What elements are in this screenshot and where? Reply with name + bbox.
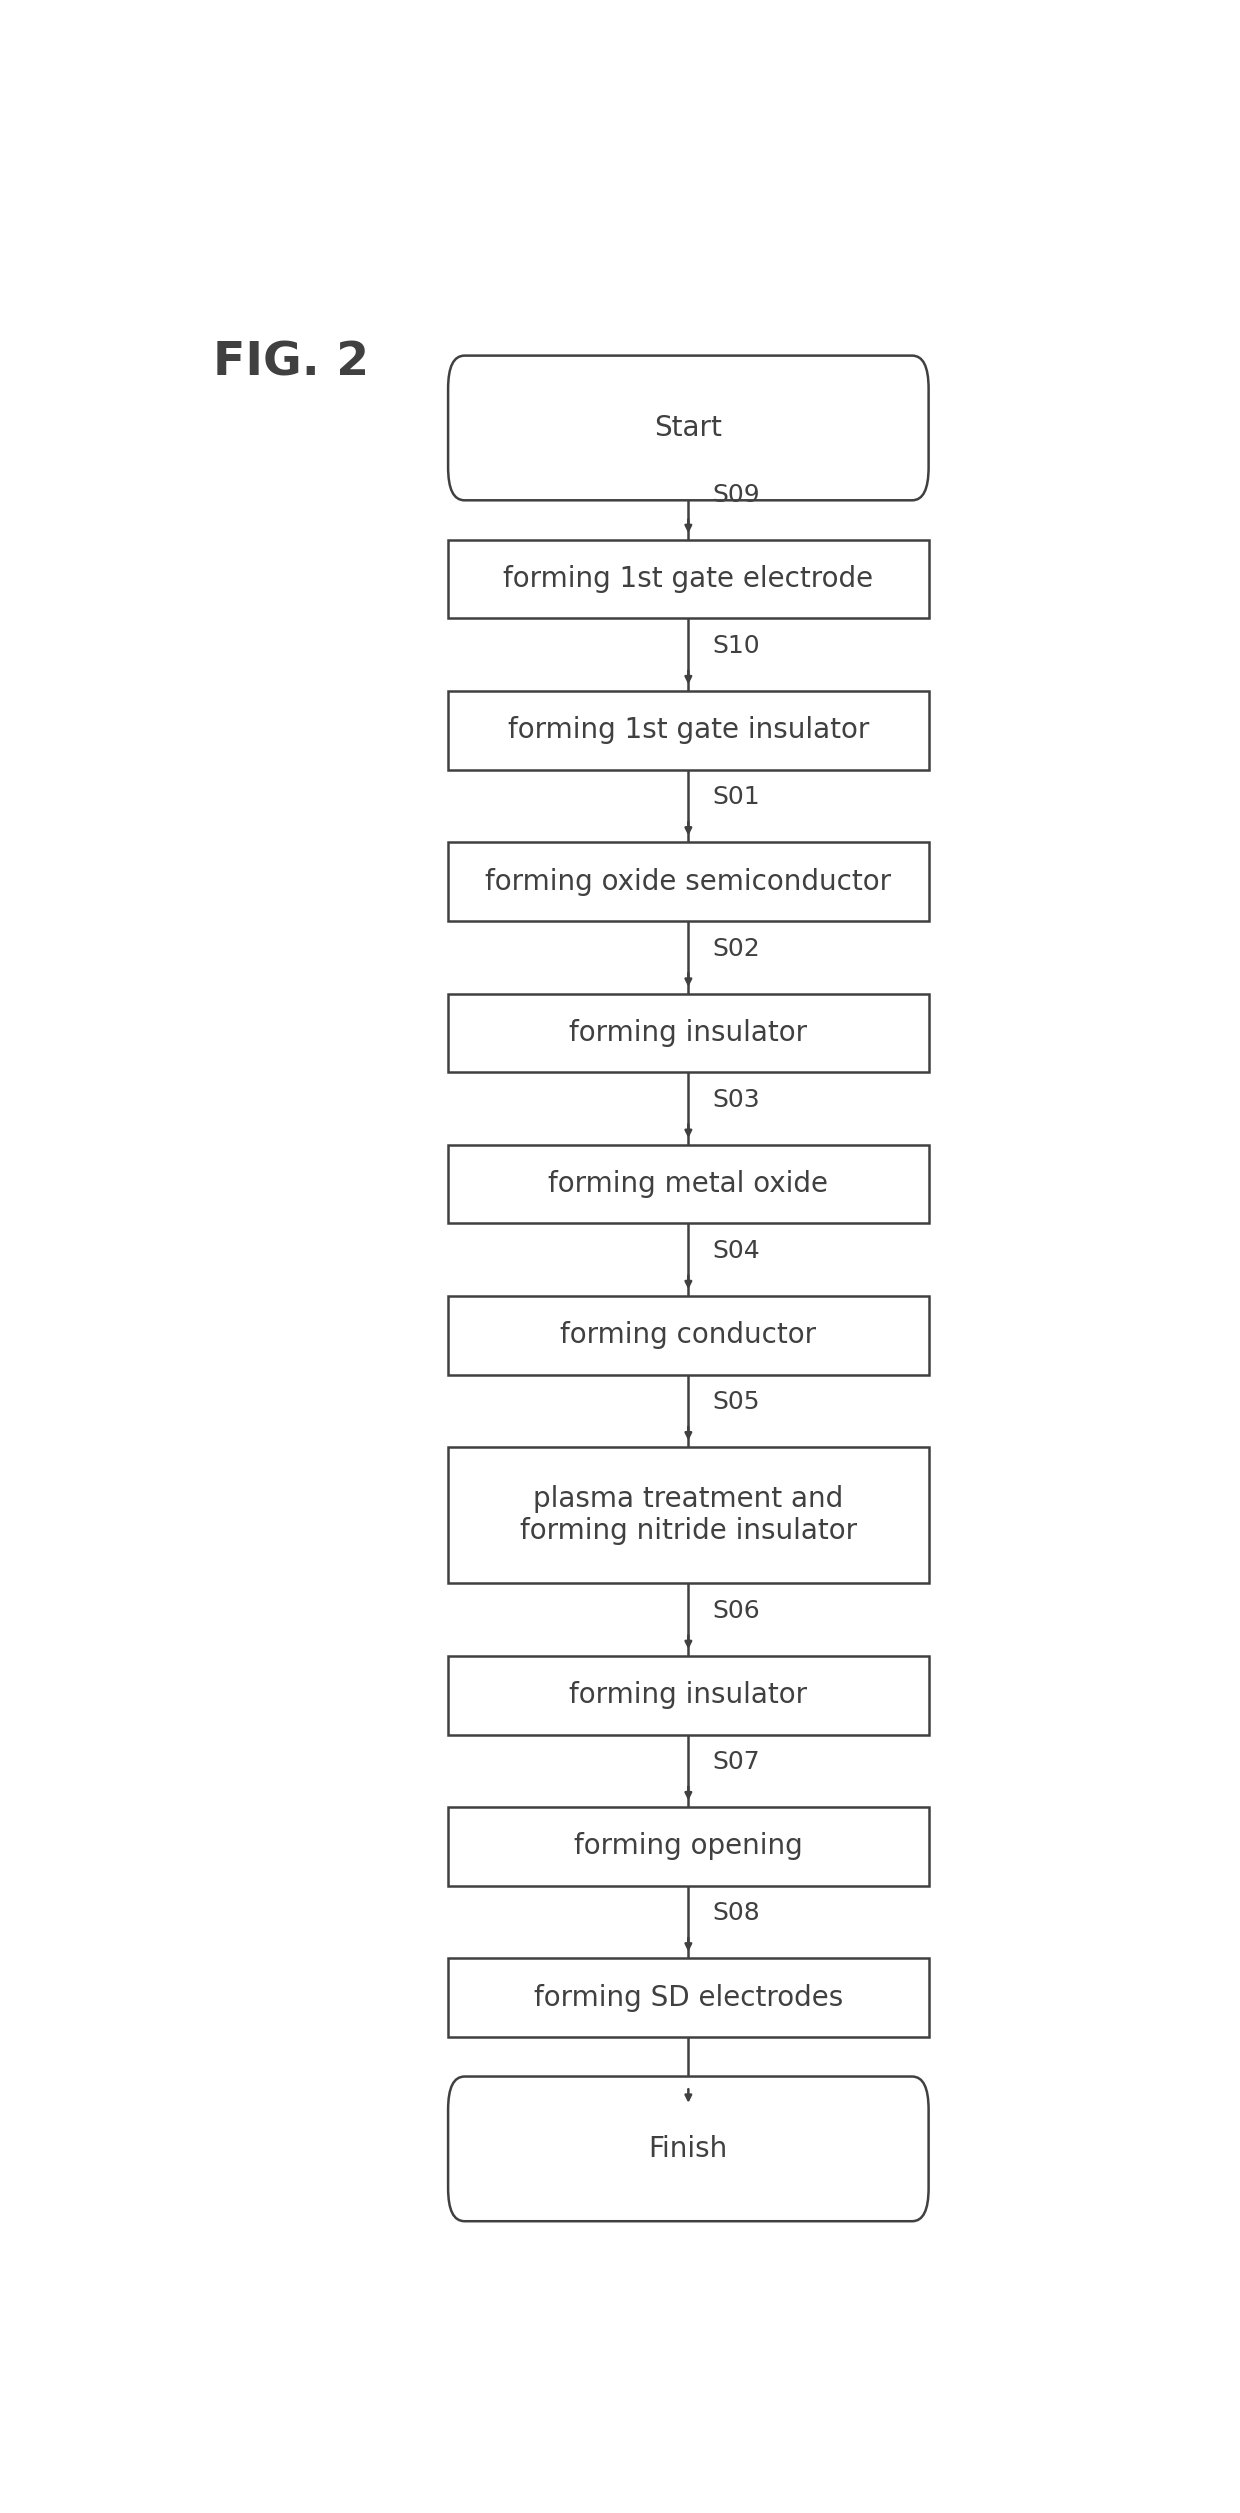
Text: S08: S08 bbox=[713, 1902, 760, 1925]
Text: forming 1st gate electrode: forming 1st gate electrode bbox=[503, 565, 873, 593]
Text: forming insulator: forming insulator bbox=[569, 1018, 807, 1048]
Bar bbox=[448, 1807, 929, 1885]
Text: S09: S09 bbox=[713, 482, 760, 508]
Text: forming insulator: forming insulator bbox=[569, 1681, 807, 1709]
Text: forming 1st gate insulator: forming 1st gate insulator bbox=[507, 716, 869, 744]
Bar bbox=[448, 1656, 929, 1734]
Bar bbox=[448, 842, 929, 920]
Text: forming metal oxide: forming metal oxide bbox=[548, 1171, 828, 1199]
Text: plasma treatment and
forming nitride insulator: plasma treatment and forming nitride ins… bbox=[520, 1485, 857, 1545]
Text: S01: S01 bbox=[713, 784, 760, 809]
Text: S05: S05 bbox=[713, 1390, 760, 1415]
Text: S04: S04 bbox=[713, 1239, 760, 1264]
Bar bbox=[448, 1958, 929, 2038]
Bar bbox=[448, 691, 929, 769]
Text: FIG. 2: FIG. 2 bbox=[213, 339, 368, 384]
Text: S07: S07 bbox=[713, 1749, 760, 1774]
Bar bbox=[448, 1447, 929, 1583]
Text: forming oxide semiconductor: forming oxide semiconductor bbox=[485, 867, 892, 895]
Bar bbox=[448, 1297, 929, 1375]
Text: forming opening: forming opening bbox=[574, 1832, 802, 1860]
Text: S10: S10 bbox=[713, 633, 760, 658]
Bar bbox=[448, 540, 929, 618]
FancyBboxPatch shape bbox=[448, 357, 929, 500]
Bar bbox=[448, 993, 929, 1073]
Text: Finish: Finish bbox=[649, 2136, 728, 2164]
Text: S03: S03 bbox=[713, 1088, 760, 1111]
Bar bbox=[448, 1146, 929, 1224]
Text: Start: Start bbox=[655, 415, 722, 442]
Text: S02: S02 bbox=[713, 937, 760, 960]
Text: forming conductor: forming conductor bbox=[560, 1322, 816, 1349]
FancyBboxPatch shape bbox=[448, 2076, 929, 2221]
Text: S06: S06 bbox=[713, 1598, 760, 1623]
Text: forming SD electrodes: forming SD electrodes bbox=[533, 1983, 843, 2010]
